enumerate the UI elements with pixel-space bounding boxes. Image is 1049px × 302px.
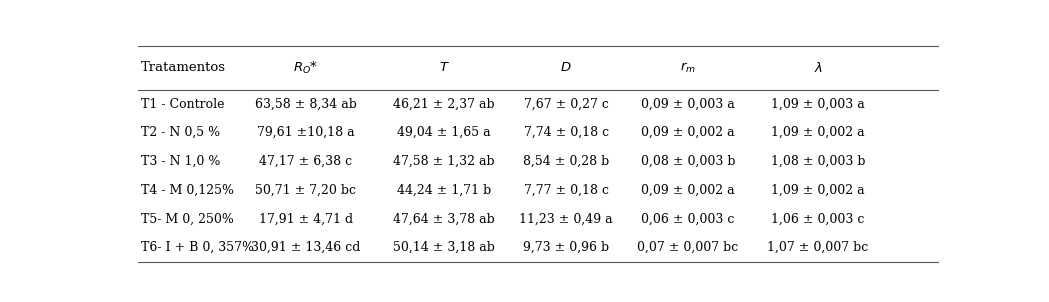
Text: 1,07 ± 0,007 bc: 1,07 ± 0,007 bc [768, 241, 869, 254]
Text: 1,09 ± 0,002 a: 1,09 ± 0,002 a [771, 184, 865, 197]
Text: 47,64 ± 3,78 ab: 47,64 ± 3,78 ab [393, 212, 495, 225]
Text: $\lambda$: $\lambda$ [814, 61, 822, 75]
Text: 7,67 ± 0,27 c: 7,67 ± 0,27 c [523, 98, 608, 111]
Text: 11,23 ± 0,49 a: 11,23 ± 0,49 a [519, 212, 613, 225]
Text: 1,09 ± 0,002 a: 1,09 ± 0,002 a [771, 126, 865, 139]
Text: 0,07 ± 0,007 bc: 0,07 ± 0,007 bc [638, 241, 738, 254]
Text: 0,06 ± 0,003 c: 0,06 ± 0,003 c [641, 212, 734, 225]
Text: T2 - N 0,5 %: T2 - N 0,5 % [141, 126, 220, 139]
Text: 47,58 ± 1,32 ab: 47,58 ± 1,32 ab [393, 155, 495, 168]
Text: T1 - Controle: T1 - Controle [141, 98, 224, 111]
Text: 63,58 ± 8,34 ab: 63,58 ± 8,34 ab [255, 98, 357, 111]
Text: $T$: $T$ [438, 61, 450, 74]
Text: 0,08 ± 0,003 b: 0,08 ± 0,003 b [641, 155, 735, 168]
Text: 7,77 ± 0,18 c: 7,77 ± 0,18 c [523, 184, 608, 197]
Text: 50,71 ± 7,20 bc: 50,71 ± 7,20 bc [255, 184, 357, 197]
Text: 1,06 ± 0,003 c: 1,06 ± 0,003 c [771, 212, 864, 225]
Text: 30,91 ± 13,46 cd: 30,91 ± 13,46 cd [251, 241, 361, 254]
Text: 1,09 ± 0,003 a: 1,09 ± 0,003 a [771, 98, 865, 111]
Text: T4 - M 0,125%: T4 - M 0,125% [141, 184, 234, 197]
Text: 79,61 ±10,18 a: 79,61 ±10,18 a [257, 126, 355, 139]
Text: $D$: $D$ [560, 61, 572, 74]
Text: 46,21 ± 2,37 ab: 46,21 ± 2,37 ab [393, 98, 495, 111]
Text: $R_O$*: $R_O$* [294, 59, 319, 76]
Text: 0,09 ± 0,002 a: 0,09 ± 0,002 a [641, 184, 735, 197]
Text: T6- I + B 0, 357%: T6- I + B 0, 357% [141, 241, 254, 254]
Text: 47,17 ± 6,38 c: 47,17 ± 6,38 c [259, 155, 352, 168]
Text: 9,73 ± 0,96 b: 9,73 ± 0,96 b [523, 241, 609, 254]
Text: 0,09 ± 0,002 a: 0,09 ± 0,002 a [641, 126, 735, 139]
Text: T5- M 0, 250%: T5- M 0, 250% [141, 212, 234, 225]
Text: 1,08 ± 0,003 b: 1,08 ± 0,003 b [771, 155, 865, 168]
Text: 17,91 ± 4,71 d: 17,91 ± 4,71 d [259, 212, 352, 225]
Text: 7,74 ± 0,18 c: 7,74 ± 0,18 c [523, 126, 608, 139]
Text: 50,14 ± 3,18 ab: 50,14 ± 3,18 ab [393, 241, 495, 254]
Text: 44,24 ± 1,71 b: 44,24 ± 1,71 b [397, 184, 491, 197]
Text: T3 - N 1,0 %: T3 - N 1,0 % [141, 155, 220, 168]
Text: 0,09 ± 0,003 a: 0,09 ± 0,003 a [641, 98, 735, 111]
Text: $r_m$: $r_m$ [680, 61, 695, 75]
Text: 8,54 ± 0,28 b: 8,54 ± 0,28 b [523, 155, 609, 168]
Text: Tratamentos: Tratamentos [141, 61, 226, 74]
Text: 49,04 ± 1,65 a: 49,04 ± 1,65 a [398, 126, 491, 139]
